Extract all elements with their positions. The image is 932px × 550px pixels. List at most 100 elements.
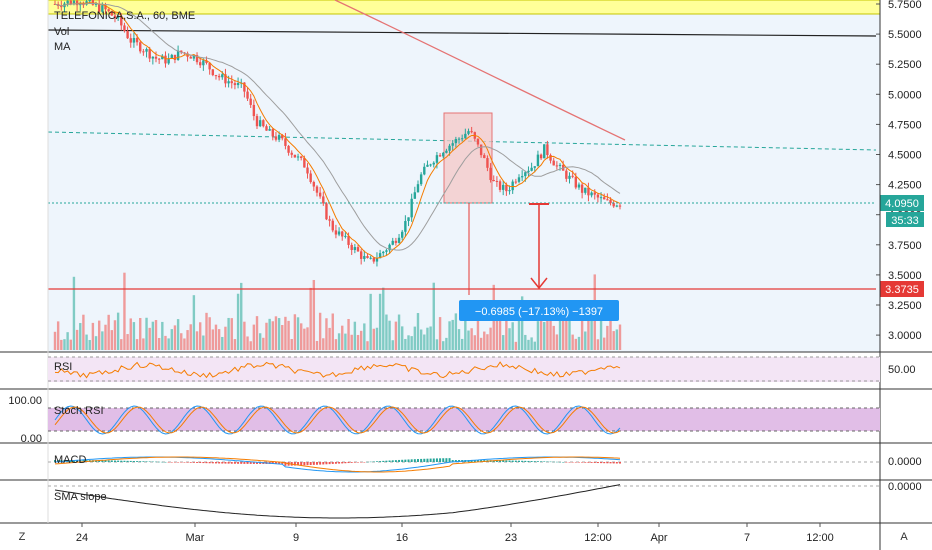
price-tick-label: 3.7500	[888, 240, 922, 252]
candle-body	[145, 49, 148, 52]
volume-bar	[618, 324, 622, 350]
volume-bar	[281, 325, 284, 350]
volume-bar	[271, 321, 274, 350]
volume-bar	[413, 326, 417, 350]
macd-hist-bar	[366, 461, 369, 463]
macd-hist-bar	[581, 462, 584, 463]
candle-body	[555, 165, 559, 167]
macd-hist-bar	[98, 460, 101, 462]
candle-body	[404, 221, 407, 232]
macd-hist-bar	[151, 461, 154, 463]
candle-body	[164, 55, 167, 64]
volume-bar	[419, 329, 423, 350]
candle-body	[615, 205, 619, 207]
volume-bar	[249, 341, 252, 350]
volume-bar	[341, 325, 344, 350]
candle-body	[60, 6, 63, 8]
vol-label[interactable]: Vol	[54, 26, 69, 38]
volume-bar	[429, 326, 432, 350]
volume-bar	[173, 325, 177, 350]
candle-body	[612, 203, 615, 207]
candle-body	[170, 54, 173, 59]
candle-body	[546, 144, 549, 156]
macd-hist-bar	[148, 461, 151, 462]
macd-hist-bar	[385, 460, 388, 462]
rsi-label[interactable]: RSI	[54, 361, 72, 373]
auto-scale-button[interactable]: A	[900, 531, 908, 543]
macd-hist-bar	[202, 462, 205, 464]
volume-bar	[94, 336, 98, 350]
volume-bar	[214, 324, 218, 350]
volume-bar	[246, 336, 249, 350]
volume-bar	[375, 327, 379, 350]
volume-bar	[337, 333, 341, 350]
volume-bar	[407, 335, 410, 350]
volume-bar	[290, 339, 293, 350]
resistance-trendline[interactable]	[47, 29, 877, 37]
candle-body	[530, 167, 533, 171]
rsi-band	[48, 357, 880, 382]
volume-bar	[63, 339, 66, 350]
candle-body	[180, 50, 183, 53]
volume-bar	[252, 324, 256, 350]
macd-hist-bar	[372, 461, 375, 462]
macd-label[interactable]: MACD	[54, 454, 86, 466]
macd-hist-bar	[167, 462, 170, 463]
volume-bar	[322, 338, 325, 350]
candle-body	[208, 62, 211, 70]
volume-bar	[91, 322, 95, 350]
time-axis[interactable]: 24 Mar 9 16 23 12:00 Apr 7 12:00	[76, 523, 834, 544]
macd-hist-bar	[473, 460, 476, 462]
candle-body	[442, 152, 445, 157]
time-tick-label: 12:00	[584, 532, 612, 544]
sma-slope-line	[54, 484, 621, 519]
macd-hist-bar	[442, 458, 445, 462]
candle-body	[243, 82, 246, 92]
volume-bar	[388, 320, 391, 350]
time-tick-label: Mar	[186, 532, 205, 544]
macd-hist-bar	[208, 462, 211, 464]
candle-body	[571, 175, 574, 177]
candle-body	[492, 180, 495, 182]
macd-hist-bar	[347, 462, 350, 464]
candle-body	[341, 231, 344, 237]
volume-bar	[205, 312, 208, 350]
candle-body	[126, 30, 129, 39]
macd-hist-bar	[126, 460, 129, 462]
reset-zoom-button[interactable]: Z	[19, 531, 26, 543]
volume-bar	[344, 333, 347, 350]
time-tick-label: 23	[505, 532, 517, 544]
macd-hist-bar	[454, 460, 457, 462]
stoch-label[interactable]: Stoch RSI	[54, 405, 104, 417]
macd-hist-bar	[391, 460, 394, 462]
candle-body	[577, 184, 581, 188]
candle-body	[464, 133, 467, 139]
volume-bar	[502, 335, 505, 350]
volume-bar	[584, 331, 587, 350]
ma-label[interactable]: MA	[54, 41, 71, 53]
macd-hist-bar	[413, 459, 416, 462]
candle-body	[495, 180, 499, 182]
candle-body	[148, 49, 151, 59]
price-tick-label: 5.2500	[888, 59, 922, 71]
candle-body	[300, 156, 303, 158]
symbol-title[interactable]: TELEFONICA,S.A., 60, BME	[54, 10, 195, 22]
volume-bar	[404, 338, 407, 350]
volume-bar	[154, 320, 158, 350]
macd-hist-bar	[180, 462, 183, 463]
volume-bar	[334, 339, 338, 350]
candle-body	[249, 98, 252, 105]
sma-slope-label[interactable]: SMA slope	[54, 491, 107, 503]
candle-body	[590, 192, 593, 196]
volume-bar	[186, 330, 189, 350]
volume-bar	[530, 337, 533, 350]
macd-hist-bar	[420, 458, 423, 462]
candle-body	[281, 135, 284, 139]
macd-hist-bar	[382, 460, 385, 462]
candle-body	[486, 158, 489, 168]
volume-bar	[385, 314, 388, 350]
candle-body	[543, 144, 546, 159]
candle-body	[120, 15, 123, 26]
sma-slope-tick: 0.0000	[888, 481, 922, 493]
